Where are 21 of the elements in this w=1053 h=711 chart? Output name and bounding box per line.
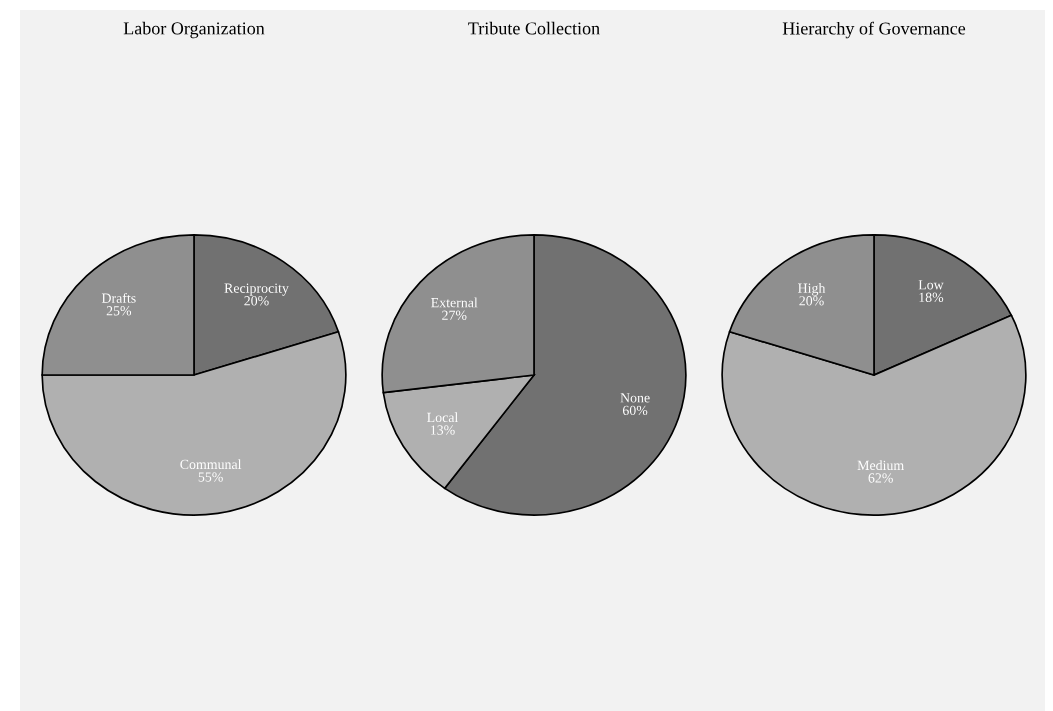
chart-title: Labor Organization: [123, 21, 265, 39]
data-label: 60%: [622, 405, 648, 416]
slice-label: External: [431, 297, 478, 308]
slice-label: Reciprocity: [224, 283, 289, 296]
slice-label: Communal: [180, 459, 242, 470]
slice-label: Low: [918, 280, 944, 290]
chart-title: Hierarchy of Governance: [782, 21, 966, 39]
slice-label: Drafts: [101, 292, 136, 303]
data-label: 18%: [919, 292, 944, 303]
slice-label: High: [798, 283, 826, 296]
chart-title: Tribute Collection: [468, 21, 600, 35]
slice-label: None: [620, 393, 650, 403]
data-label: 20%: [799, 296, 824, 306]
data-label: 62%: [868, 473, 893, 483]
data-label: 20%: [244, 296, 269, 306]
slice-label: Local: [427, 412, 459, 423]
data-label: 13%: [431, 425, 455, 435]
slice-label: Medium: [857, 460, 904, 471]
data-label: 27%: [442, 310, 467, 320]
data-label: 55%: [198, 472, 223, 482]
data-label: 25%: [106, 306, 132, 316]
